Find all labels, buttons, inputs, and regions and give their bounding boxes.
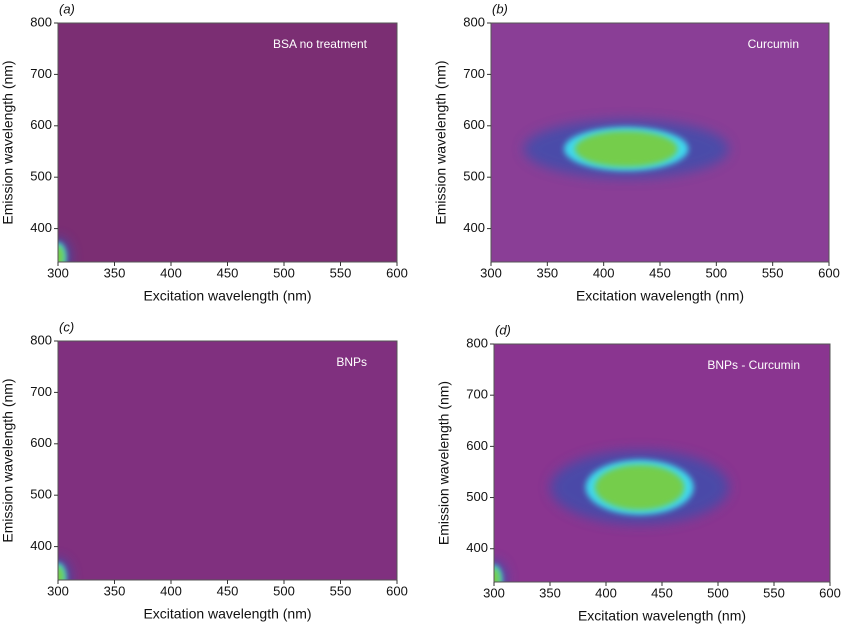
x-tick-label: 500	[705, 265, 727, 280]
y-tick-label: 800	[463, 14, 485, 29]
y-axis-label: Emission wavelength (nm)	[0, 60, 16, 224]
x-axis-label: Excitation wavelength (nm)	[578, 608, 746, 624]
y-tick-label: 400	[30, 220, 52, 235]
y-tick-label: 600	[30, 435, 52, 450]
y-tick-label: 700	[463, 66, 485, 81]
y-tick-label: 500	[463, 169, 485, 184]
y-axis-label: Emission wavelength (nm)	[0, 378, 16, 542]
x-tick-label: 500	[273, 265, 295, 280]
peak-core	[58, 245, 65, 262]
y-tick-label: 400	[463, 220, 485, 235]
y-tick-label: 700	[30, 66, 52, 81]
x-tick-label: 600	[386, 265, 408, 280]
annotation: Curcumin	[748, 37, 799, 51]
x-tick-label: 350	[536, 265, 558, 280]
x-tick-label: 300	[480, 265, 502, 280]
x-tick-label: 550	[762, 265, 784, 280]
x-tick-label: 550	[330, 265, 352, 280]
x-tick-label: 450	[651, 585, 673, 600]
y-tick-label: 600	[463, 117, 485, 132]
x-axis-label: Excitation wavelength (nm)	[576, 288, 744, 304]
y-tick-label: 500	[30, 169, 52, 184]
x-tick-label: 300	[47, 265, 69, 280]
x-tick-label: 350	[104, 265, 126, 280]
panel-label: (d)	[495, 322, 511, 337]
y-tick-label: 700	[466, 387, 488, 402]
annotation: BNPs - Curcumin	[707, 358, 800, 372]
y-tick-label: 600	[30, 117, 52, 132]
x-tick-label: 300	[483, 585, 505, 600]
x-tick-label: 550	[763, 585, 785, 600]
plot-area	[58, 341, 397, 580]
x-tick-label: 600	[386, 583, 408, 598]
panel-label: (a)	[59, 1, 75, 16]
x-tick-label: 450	[649, 265, 671, 280]
x-tick-label: 350	[104, 583, 126, 598]
peak-core	[494, 567, 501, 582]
y-tick-label: 500	[466, 489, 488, 504]
y-tick-label: 800	[466, 335, 488, 350]
x-tick-label: 350	[539, 585, 561, 600]
peak-core	[574, 130, 678, 167]
y-axis-label: Emission wavelength (nm)	[436, 381, 452, 545]
x-axis-label: Excitation wavelength (nm)	[143, 606, 311, 622]
y-tick-label: 400	[30, 538, 52, 553]
y-axis-label: Emission wavelength (nm)	[433, 60, 449, 224]
x-tick-label: 600	[819, 585, 841, 600]
x-tick-label: 600	[818, 265, 840, 280]
y-tick-label: 400	[466, 540, 488, 555]
x-tick-label: 400	[595, 585, 617, 600]
background	[58, 23, 397, 262]
peak-core	[594, 464, 685, 510]
x-tick-label: 400	[593, 265, 615, 280]
y-tick-label: 600	[466, 438, 488, 453]
y-tick-label: 700	[30, 384, 52, 399]
y-tick-label: 800	[30, 332, 52, 347]
panel-label: (b)	[492, 1, 508, 16]
annotation: BNPs	[336, 355, 367, 369]
plot-area	[58, 23, 397, 262]
y-tick-label: 500	[30, 487, 52, 502]
panel-label: (c)	[59, 319, 74, 334]
x-tick-label: 450	[217, 265, 239, 280]
x-tick-label: 400	[160, 265, 182, 280]
x-tick-label: 550	[330, 583, 352, 598]
background	[58, 341, 397, 580]
x-tick-label: 500	[707, 585, 729, 600]
annotation: BSA no treatment	[273, 37, 368, 51]
x-tick-label: 450	[217, 583, 239, 598]
x-axis-label: Excitation wavelength (nm)	[143, 288, 311, 304]
x-tick-label: 400	[160, 583, 182, 598]
peak-core	[58, 565, 65, 580]
y-tick-label: 800	[30, 14, 52, 29]
plot-area	[494, 344, 830, 582]
plot-area	[491, 23, 829, 262]
x-tick-label: 300	[47, 583, 69, 598]
x-tick-label: 500	[273, 583, 295, 598]
